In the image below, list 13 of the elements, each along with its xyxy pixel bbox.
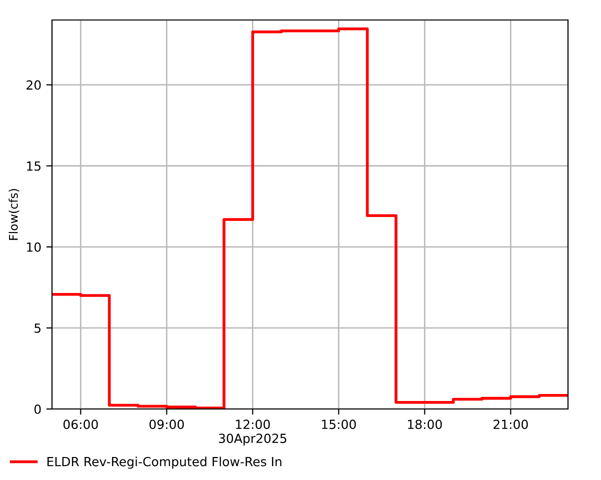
y-tick-label: 5 <box>34 324 40 333</box>
x-tick-label: 18:00 <box>408 420 442 430</box>
x-tick-label: 21:00 <box>494 420 528 430</box>
y-tick-label: 10 <box>27 242 41 252</box>
x-tick-label: 06:00 <box>63 420 98 430</box>
y-axis-title: Flow(cfs) <box>8 189 20 240</box>
legend-label: ELDR Rev-Regi-Computed Flow-Res In <box>47 456 282 469</box>
y-tick-label: 15 <box>27 162 40 171</box>
x-tick-label: 09:00 <box>149 420 184 430</box>
y-tick-label: 20 <box>26 80 41 90</box>
y-tick-label: 0 <box>34 404 41 414</box>
x-tick-label: 15:00 <box>322 420 356 430</box>
x-tick-label: 12:00 30Apr2025 <box>218 420 286 446</box>
